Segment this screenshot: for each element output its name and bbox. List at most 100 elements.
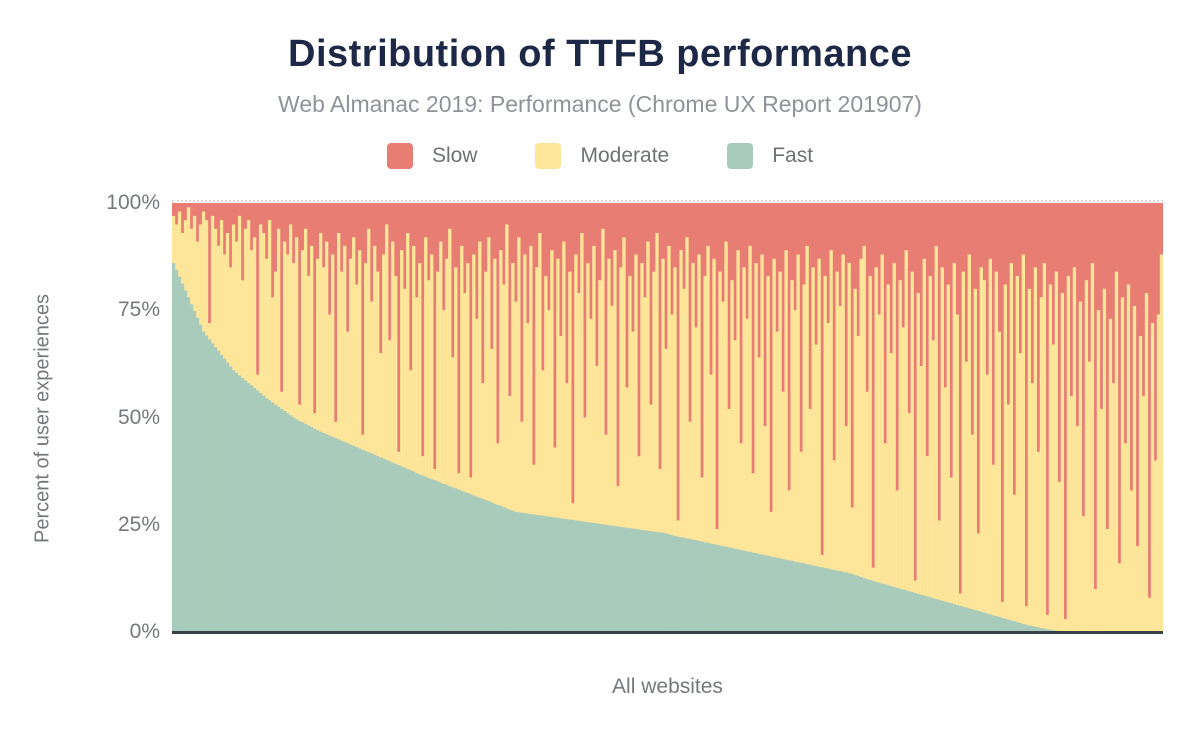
bar-fast — [970, 609, 974, 632]
legend: Slow Moderate Fast — [0, 141, 1200, 171]
bar-moderate — [757, 357, 761, 632]
bar-moderate — [805, 245, 809, 632]
bar-moderate — [748, 245, 752, 632]
bar-fast — [769, 556, 773, 632]
bar-fast — [198, 324, 203, 632]
bar-fast — [925, 596, 929, 632]
bar-moderate — [679, 250, 683, 632]
bar-fast — [790, 560, 794, 632]
bar-fast — [240, 378, 245, 632]
bar-fast — [889, 586, 893, 632]
bar-moderate — [889, 353, 893, 632]
bar-fast — [325, 434, 329, 632]
bar-fast — [817, 566, 821, 632]
legend-item-slow: Slow — [386, 143, 477, 169]
bar-fast — [1000, 617, 1004, 632]
bar-fast — [514, 511, 518, 632]
bar-moderate — [490, 348, 494, 632]
bar-moderate — [901, 327, 905, 632]
bar-moderate — [1147, 597, 1152, 632]
bar-moderate — [742, 267, 746, 632]
bar-fast — [640, 529, 644, 632]
bar-moderate — [874, 267, 878, 632]
x-axis-title: All websites — [612, 675, 723, 698]
bar-moderate — [478, 241, 482, 632]
bar-fast — [682, 537, 686, 632]
bar-fast — [976, 610, 980, 632]
bar-moderate — [931, 340, 935, 632]
bar-moderate — [1042, 263, 1047, 632]
bar-moderate — [622, 237, 626, 632]
bar-fast — [760, 554, 764, 632]
bar-fast — [204, 335, 209, 632]
bar-fast — [838, 571, 842, 632]
bar-fast — [913, 592, 917, 632]
bar-moderate — [925, 456, 929, 632]
bar-moderate — [727, 408, 731, 632]
bar-moderate — [994, 271, 998, 632]
bar-fast — [442, 484, 446, 632]
y-tick-label: 0% — [129, 620, 160, 643]
bar-fast — [931, 598, 935, 632]
bar-moderate — [982, 280, 986, 632]
bar-fast — [598, 523, 602, 632]
bar-moderate — [664, 348, 668, 632]
bar-fast — [868, 580, 872, 632]
bar-moderate — [652, 271, 656, 632]
bar-moderate — [1120, 297, 1125, 632]
bar-fast — [294, 419, 299, 632]
bar-fast — [261, 395, 266, 632]
bar-moderate — [511, 263, 515, 632]
bar-fast — [409, 470, 413, 632]
bar-moderate — [790, 280, 794, 632]
bar-fast — [300, 422, 305, 632]
bar-fast — [619, 526, 623, 632]
bar-fast — [736, 549, 740, 632]
bar-moderate — [1111, 383, 1116, 632]
bar-moderate — [709, 374, 713, 632]
bar-moderate — [1150, 323, 1155, 632]
bar-fast — [964, 607, 968, 632]
bar-fast — [568, 519, 572, 632]
bar-moderate — [847, 263, 851, 632]
bar-moderate — [550, 250, 554, 632]
bar-moderate — [706, 245, 710, 632]
bar-fast — [943, 601, 947, 632]
bar-moderate — [373, 245, 377, 632]
bar-fast — [180, 283, 185, 632]
bar-fast — [1003, 618, 1007, 632]
bar-fast — [802, 563, 806, 632]
bar-fast — [316, 430, 320, 632]
bar-moderate — [589, 318, 593, 632]
bar-moderate — [808, 408, 812, 632]
bar-moderate — [1108, 318, 1113, 632]
bar-fast — [607, 525, 611, 632]
bar-moderate — [628, 275, 632, 632]
bar-moderate — [1156, 314, 1161, 632]
bar-fast — [334, 438, 338, 632]
bar-moderate — [547, 310, 551, 632]
bar-fast — [364, 450, 368, 632]
bar-fast — [895, 587, 899, 632]
bar-moderate — [682, 288, 686, 632]
bar-fast — [373, 454, 377, 632]
bar-moderate — [859, 258, 863, 632]
bar-moderate — [766, 275, 770, 632]
bar-fast — [745, 551, 749, 632]
bar-fast — [454, 488, 458, 632]
x-axis-line — [172, 631, 1163, 634]
bar-fast — [445, 484, 449, 632]
bar-fast — [634, 529, 638, 632]
bar-moderate — [466, 263, 470, 632]
bar-fast — [721, 546, 725, 632]
bar-fast — [505, 508, 509, 632]
bar-fast — [288, 415, 293, 632]
bar-fast — [643, 530, 647, 632]
bar-moderate — [382, 254, 386, 632]
bar-fast — [487, 501, 491, 632]
bar-moderate — [802, 284, 806, 632]
bar-fast — [285, 413, 290, 632]
bar-moderate — [559, 335, 563, 632]
bar-fast — [520, 512, 524, 632]
bar-moderate — [691, 263, 695, 632]
